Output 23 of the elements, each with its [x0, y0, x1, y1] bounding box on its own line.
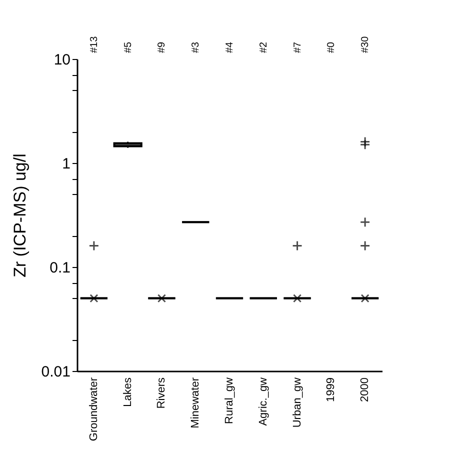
y-axis-title: Zr (ICP-MS) ug/l — [10, 154, 30, 278]
text: #30 — [360, 36, 372, 53]
text: #2 — [258, 41, 270, 53]
text: #5 — [122, 41, 134, 53]
y-tick-label: 0.01 — [41, 364, 70, 380]
y-tick-label: 0.1 — [50, 260, 70, 276]
y-tick-label: 1 — [62, 156, 70, 172]
text: #7 — [292, 41, 304, 53]
text: #4 — [224, 41, 236, 53]
x-tick-label: Urban_gw — [291, 377, 304, 428]
text: #13 — [88, 36, 100, 53]
text: #3 — [190, 41, 202, 53]
x-tick-label: 2000 — [359, 378, 372, 402]
x-tick-label: Groundwater — [88, 377, 100, 442]
x-tick-label: Agric._gw — [257, 377, 270, 426]
x-tick-label: Rural_gw — [224, 377, 236, 424]
x-tick-label: Lakes — [122, 377, 134, 407]
y-tick-label: 10 — [54, 52, 70, 68]
x-tick-label: 1999 — [325, 378, 338, 402]
x-tick-label: Minewater — [190, 377, 202, 428]
x-tick-label: Rivers — [156, 377, 168, 409]
text: #0 — [326, 41, 338, 53]
text: #9 — [156, 41, 168, 53]
